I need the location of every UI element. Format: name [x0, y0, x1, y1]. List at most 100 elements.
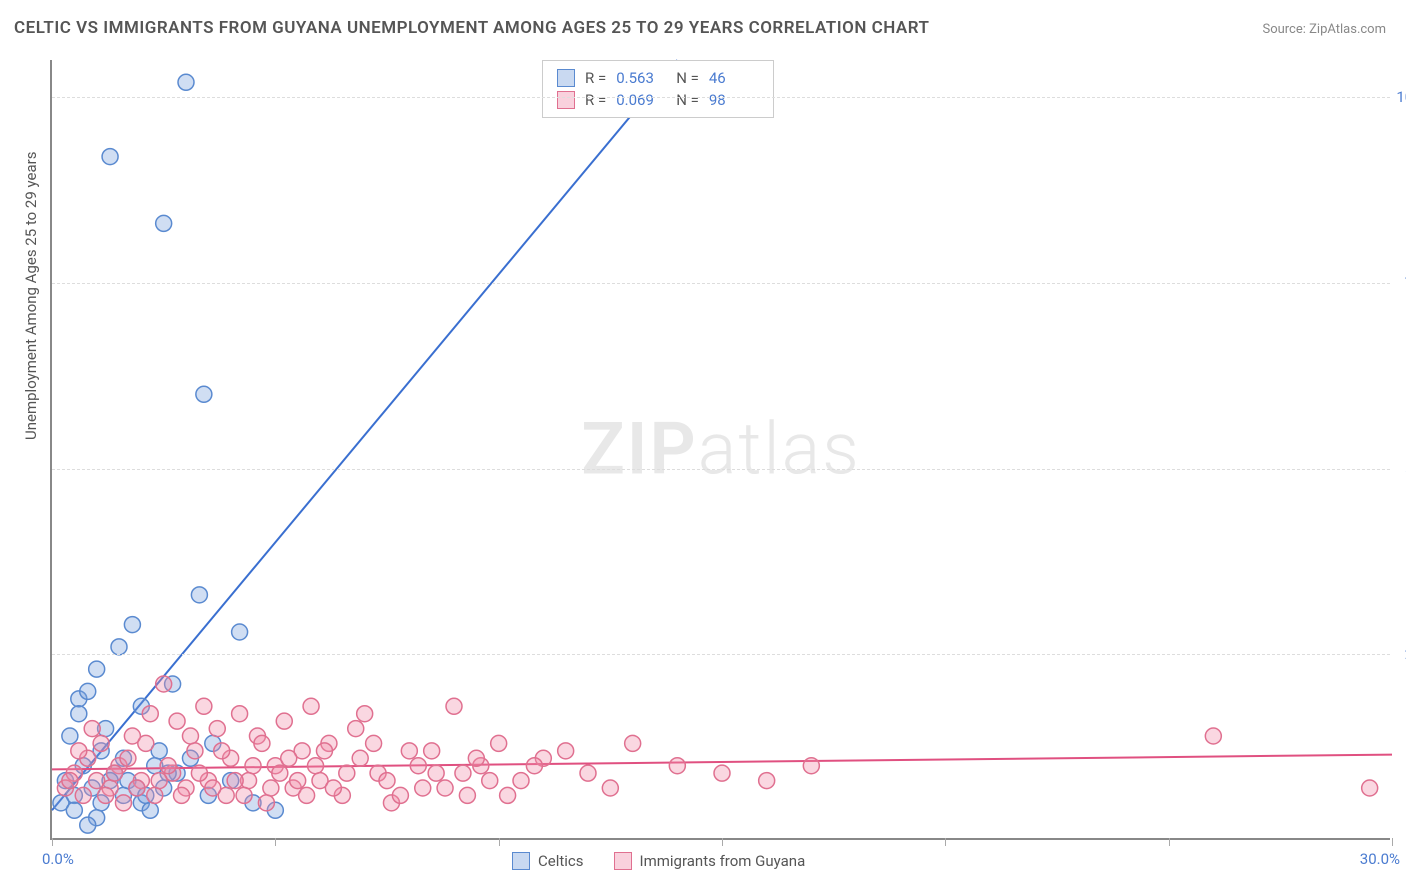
legend-label-1: Celtics [538, 852, 584, 870]
data-point [209, 721, 225, 737]
legend-swatch-pink-icon [614, 852, 632, 870]
legend-item-guyana: Immigrants from Guyana [614, 852, 806, 870]
data-point [80, 817, 96, 833]
data-point [214, 743, 230, 759]
swatch-blue-icon [557, 69, 575, 87]
data-point [303, 698, 319, 714]
data-point [75, 787, 91, 803]
data-point [500, 787, 516, 803]
data-point [232, 624, 248, 640]
data-point [89, 661, 105, 677]
data-point [111, 639, 127, 655]
data-point [62, 773, 78, 789]
data-point [84, 721, 100, 737]
data-point [66, 802, 82, 818]
data-point [191, 765, 207, 781]
data-point [115, 795, 131, 811]
r-value-2: 0.069 [616, 91, 666, 109]
data-point [142, 706, 158, 722]
data-point [138, 735, 154, 751]
data-point [169, 713, 185, 729]
stats-row-1: R = 0.563 N = 46 [557, 67, 759, 89]
stats-box: R = 0.563 N = 46 R = 0.069 N = 98 [542, 60, 774, 118]
legend-swatch-blue-icon [512, 852, 530, 870]
data-point [468, 750, 484, 766]
r-value-1: 0.563 [616, 69, 666, 87]
data-point [366, 735, 382, 751]
data-point [459, 787, 475, 803]
chart-svg [52, 60, 1390, 838]
data-point [174, 787, 190, 803]
data-point [482, 773, 498, 789]
data-point [281, 750, 297, 766]
n-label-1: N = [676, 69, 699, 87]
gridline [52, 97, 1390, 98]
ytick-label: 100.0% [1396, 88, 1406, 106]
data-point [156, 676, 172, 692]
data-point [93, 735, 109, 751]
data-point [102, 149, 118, 165]
data-point [325, 780, 341, 796]
data-point [669, 758, 685, 774]
data-point [424, 743, 440, 759]
xtick [722, 838, 723, 846]
data-point [437, 780, 453, 796]
data-point [1205, 728, 1221, 744]
data-point [160, 758, 176, 774]
data-point [187, 743, 203, 759]
gridline [52, 469, 1390, 470]
legend: Celtics Immigrants from Guyana [512, 852, 805, 870]
gridline [52, 654, 1390, 655]
data-point [803, 758, 819, 774]
data-point [714, 765, 730, 781]
data-point [308, 758, 324, 774]
gridline [52, 283, 1390, 284]
data-point [625, 735, 641, 751]
data-point [142, 802, 158, 818]
data-point [120, 750, 136, 766]
data-point [410, 758, 426, 774]
data-point [316, 743, 332, 759]
n-value-2: 98 [709, 91, 759, 109]
data-point [455, 765, 471, 781]
data-point [124, 617, 140, 633]
data-point [401, 743, 417, 759]
data-point [182, 728, 198, 744]
n-value-1: 46 [709, 69, 759, 87]
data-point [227, 773, 243, 789]
data-point [196, 386, 212, 402]
data-point [71, 706, 87, 722]
data-point [263, 780, 279, 796]
xtick-label-30: 30.0% [1360, 850, 1400, 868]
data-point [357, 706, 373, 722]
data-point [236, 787, 252, 803]
data-point [62, 728, 78, 744]
data-point [80, 683, 96, 699]
data-point [156, 215, 172, 231]
data-point [299, 787, 315, 803]
data-point [178, 74, 194, 90]
data-point [272, 765, 288, 781]
data-point [290, 773, 306, 789]
data-point [558, 743, 574, 759]
xtick [499, 838, 500, 846]
data-point [129, 780, 145, 796]
xtick [275, 838, 276, 846]
data-point [254, 735, 270, 751]
data-point [98, 787, 114, 803]
data-point [491, 735, 507, 751]
data-point [147, 787, 163, 803]
r-label-2: R = [585, 91, 606, 109]
y-axis-label: Unemployment Among Ages 25 to 29 years [22, 152, 40, 440]
stats-row-2: R = 0.069 N = 98 [557, 89, 759, 111]
data-point [446, 698, 462, 714]
data-point [339, 765, 355, 781]
data-point [232, 706, 248, 722]
chart-title: CELTIC VS IMMIGRANTS FROM GUYANA UNEMPLO… [14, 18, 929, 38]
data-point [392, 787, 408, 803]
n-label-2: N = [676, 91, 699, 109]
data-point [415, 780, 431, 796]
data-point [258, 795, 274, 811]
data-point [107, 765, 123, 781]
plot-area: ZIPatlas R = 0.563 N = 46 R = 0.069 N = … [50, 60, 1390, 840]
